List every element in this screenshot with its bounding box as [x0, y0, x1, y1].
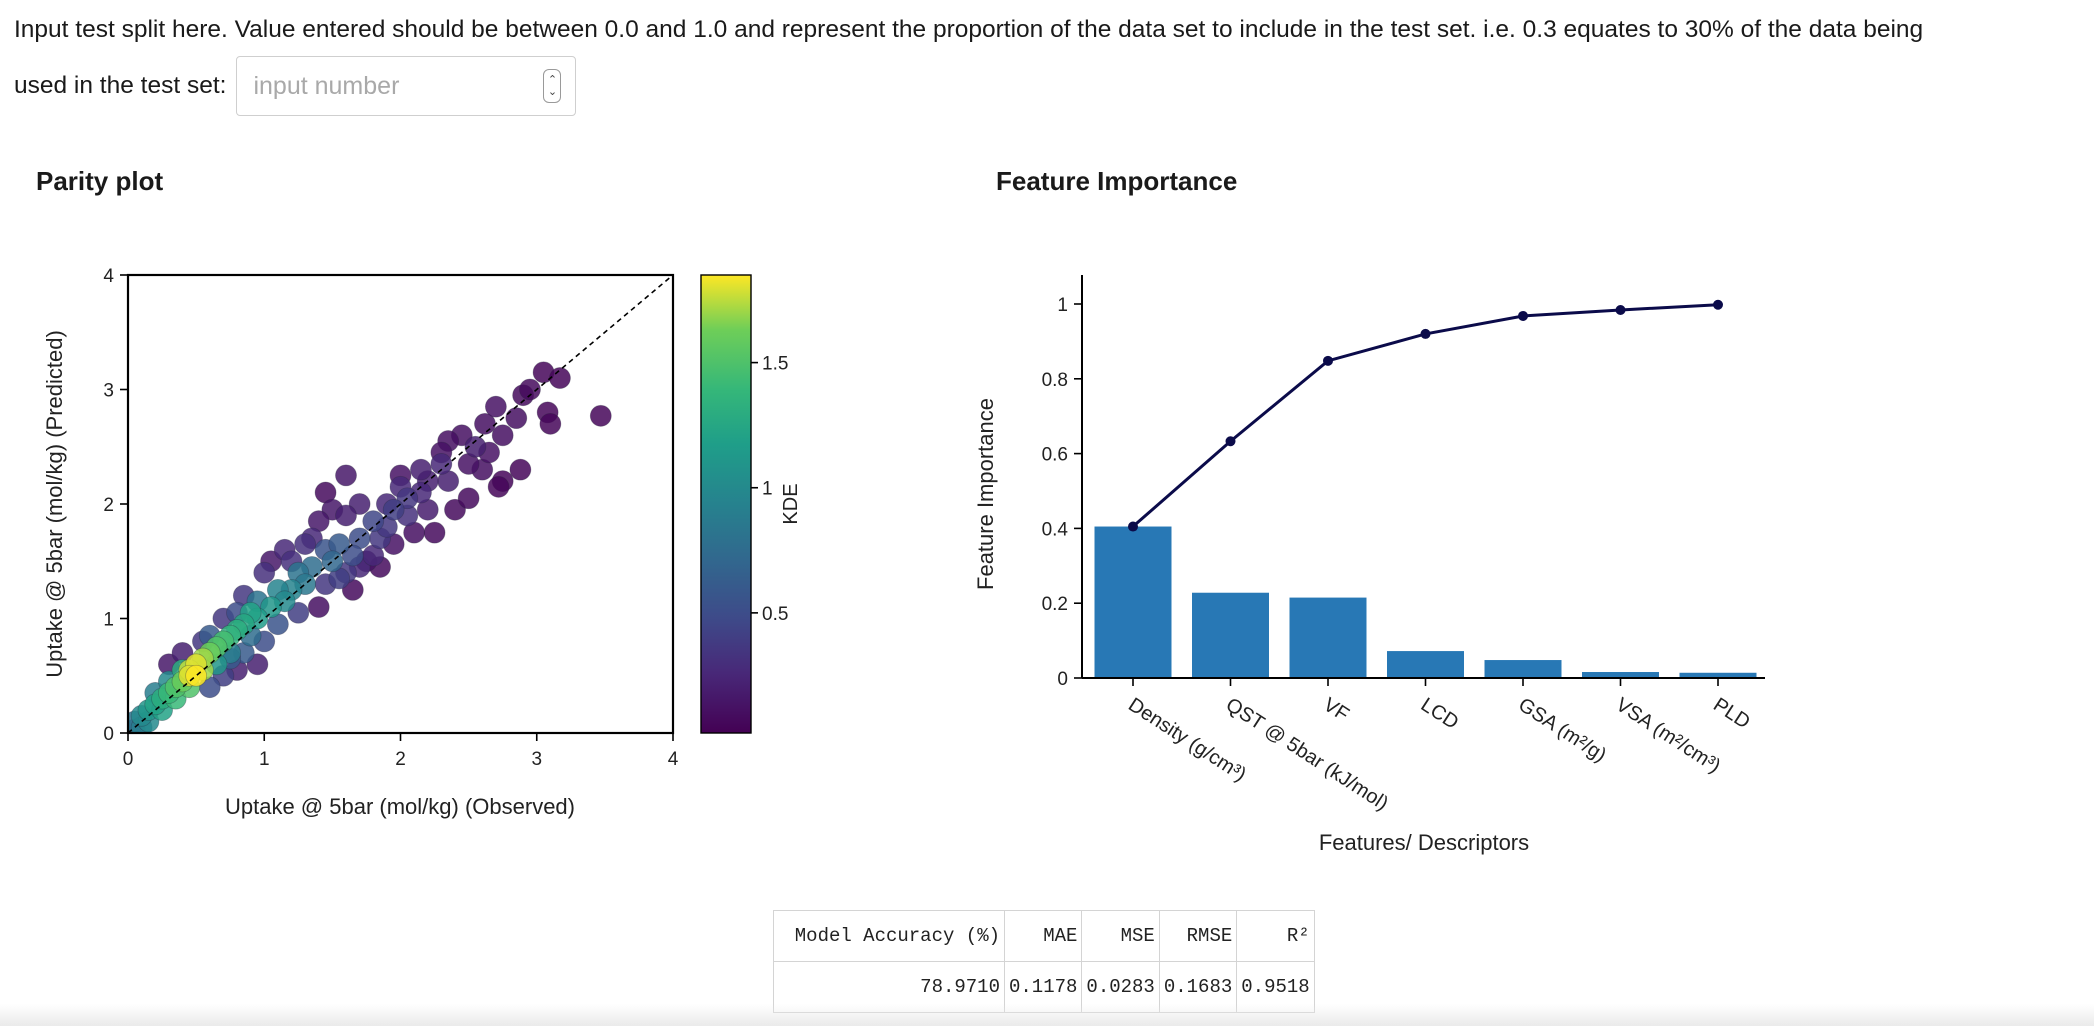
feature-importance-chart: 00.20.40.60.81 Density (g/cm³)QST @ 5bar…	[973, 275, 1765, 855]
feature-importance-heading: Feature Importance	[996, 166, 1238, 196]
parity-point	[335, 504, 357, 527]
header-mae: MAE	[1003, 910, 1083, 962]
colorbar-tick-label: 1.5	[762, 354, 788, 375]
parity-point	[484, 395, 507, 418]
cumulative-importance-point	[1128, 521, 1138, 532]
parity-y-tick-label: 0	[103, 724, 114, 745]
parity-point	[464, 435, 487, 458]
parity-point	[321, 550, 344, 573]
parity-x-tick-label: 4	[668, 749, 679, 770]
metrics-header-row: Model Accuracy (%) MAE MSE RMSE R²	[773, 910, 1315, 962]
fi-x-tick-label: LCD	[1417, 694, 1463, 734]
parity-point	[423, 521, 446, 544]
fi-y-tick-label: 0.6	[1042, 445, 1068, 466]
fi-y-tick-label: 0.8	[1042, 370, 1068, 391]
fi-y-tick-label: 1	[1057, 295, 1068, 316]
header-r2: R²	[1236, 910, 1315, 962]
colorbar-tick-label: 1	[762, 479, 773, 500]
fi-bar	[1192, 592, 1269, 678]
colorbar-label: KDE	[780, 483, 802, 524]
parity-point	[430, 453, 453, 475]
parity-y-tick-label: 4	[103, 266, 114, 287]
colorbar-tick-label: 0.5	[762, 604, 788, 625]
cumulative-importance-point	[1615, 304, 1626, 315]
parity-point	[335, 464, 357, 487]
header-mse: MSE	[1081, 910, 1160, 962]
header-model-accuracy: Model Accuracy (%)	[773, 910, 1005, 962]
fi-bar	[1582, 672, 1659, 678]
parity-point	[549, 367, 571, 389]
parity-point	[491, 424, 514, 447]
fi-bar	[1387, 651, 1464, 678]
parity-point	[487, 475, 510, 498]
parity-plot-chart: 0 1 2 3 4 0 1 2 3 4 Uptake @ 5bar (mol/kg) (Obser…	[42, 266, 802, 819]
parity-point	[457, 487, 480, 510]
parity-point	[362, 510, 385, 533]
fi-y-tick-label: 0.2	[1042, 594, 1068, 615]
parity-point	[519, 378, 541, 401]
page-bottom-shadow	[0, 1004, 2094, 1026]
fi-x-tick-label: VF	[1319, 694, 1352, 726]
parity-x-tick-label: 1	[259, 749, 270, 770]
fi-bar	[1289, 597, 1367, 678]
parity-point	[185, 664, 208, 687]
cumulative-importance-point	[1225, 436, 1236, 447]
parity-point	[539, 412, 562, 435]
number-spinner-icon[interactable]: ⌃ ⌄	[543, 69, 562, 103]
header-rmse: RMSE	[1158, 910, 1238, 962]
fi-x-axis-label: Features/ Descriptors	[1319, 830, 1529, 855]
parity-x-tick-label: 2	[395, 749, 406, 770]
cumulative-importance-point	[1323, 355, 1333, 366]
fi-y-tick-label: 0	[1057, 669, 1068, 690]
parity-x-tick-label: 0	[123, 749, 134, 770]
fi-x-tick-label: GSA (m²/g)	[1514, 694, 1610, 767]
cumulative-importance-point	[1420, 328, 1431, 339]
parity-point	[382, 498, 405, 521]
parity-point	[307, 596, 330, 618]
parity-y-tick-label: 1	[103, 610, 114, 631]
fi-y-axis-label: Feature Importance	[973, 398, 998, 590]
parity-point	[410, 458, 432, 481]
fi-bar	[1484, 660, 1562, 678]
parity-point	[505, 407, 528, 430]
test-split-input[interactable]: input number ⌃ ⌄	[236, 56, 577, 116]
parity-y-tick-label: 2	[103, 495, 114, 516]
parity-plot-heading: Parity plot	[36, 166, 164, 196]
metrics-table: Model Accuracy (%) MAE MSE RMSE R² 78.97…	[773, 910, 1315, 1013]
instruction-line-1: Input test split here. Value entered sho…	[14, 16, 1924, 43]
parity-point	[253, 561, 276, 584]
identity-reference-line	[127, 274, 674, 734]
test-split-input-placeholder: input number	[253, 72, 400, 100]
parity-point	[294, 533, 317, 555]
parity-y-axis-label: Uptake @ 5bar (mol/kg) (Predicted)	[42, 330, 67, 678]
parity-x-tick-label: 3	[531, 749, 542, 770]
parity-point	[589, 404, 612, 427]
cumulative-importance-point	[1713, 299, 1723, 310]
fi-bar	[1679, 672, 1757, 678]
parity-x-axis-label: Uptake @ 5bar (mol/kg) (Observed)	[225, 794, 575, 819]
kde-colorbar	[700, 274, 752, 734]
instruction-line-2: used in the test set:	[14, 72, 227, 99]
cumulative-importance-point	[1518, 310, 1528, 321]
fi-x-tick-label: PLD	[1709, 694, 1754, 734]
parity-y-tick-label: 3	[103, 381, 114, 402]
fi-x-tick-label: QST @ 5bar (kJ/mol)	[1222, 694, 1392, 815]
fi-x-tick-label: VSA (m²/cm³)	[1612, 694, 1725, 778]
fi-bar	[1094, 526, 1172, 678]
test-split-instructions: Input test split here. Value entered sho…	[14, 4, 2084, 116]
fi-y-tick-label: 0.4	[1042, 519, 1069, 540]
parity-point	[509, 458, 532, 481]
